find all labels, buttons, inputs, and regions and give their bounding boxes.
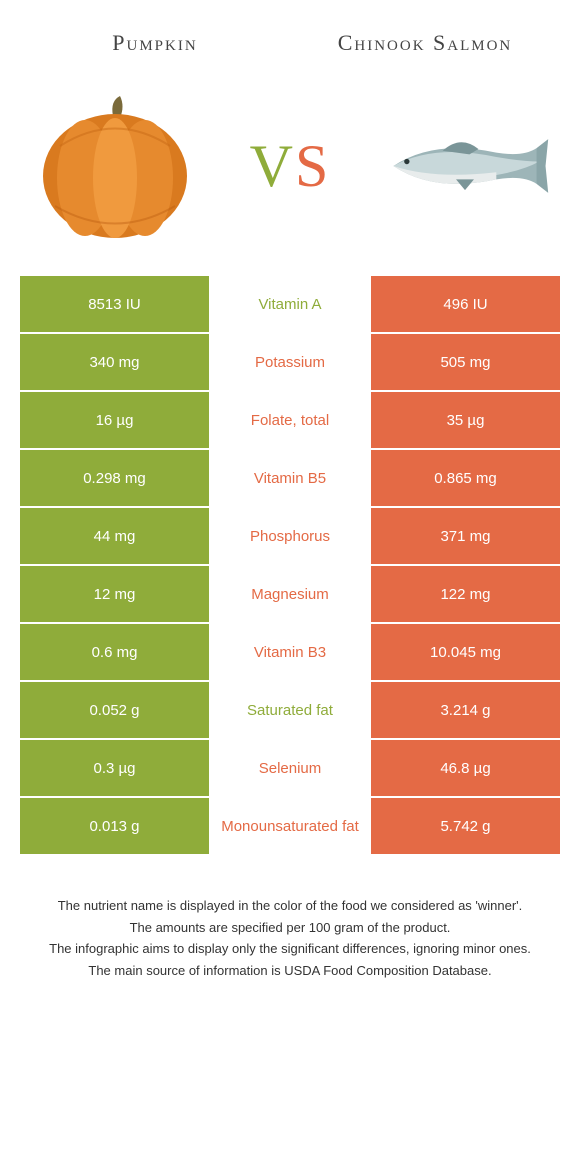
- left-value: 12 mg: [20, 566, 209, 622]
- right-value: 5.742 g: [371, 798, 560, 854]
- nutrient-label: Saturated fat: [209, 682, 371, 738]
- left-value: 0.298 mg: [20, 450, 209, 506]
- right-value: 10.045 mg: [371, 624, 560, 680]
- nutrient-label: Potassium: [209, 334, 371, 390]
- nutrient-row: 16 µgFolate, total35 µg: [20, 392, 560, 448]
- nutrient-row: 0.013 gMonounsaturated fat5.742 g: [20, 798, 560, 854]
- nutrient-label: Monounsaturated fat: [209, 798, 371, 854]
- salmon-image: [380, 86, 550, 246]
- right-value: 0.865 mg: [371, 450, 560, 506]
- right-value: 122 mg: [371, 566, 560, 622]
- nutrient-row: 0.6 mgVitamin B310.045 mg: [20, 624, 560, 680]
- nutrient-label: Vitamin B3: [209, 624, 371, 680]
- footnote-line: The infographic aims to display only the…: [30, 939, 550, 959]
- right-value: 505 mg: [371, 334, 560, 390]
- left-value: 44 mg: [20, 508, 209, 564]
- left-value: 0.052 g: [20, 682, 209, 738]
- image-row: VS: [0, 76, 580, 276]
- right-value: 3.214 g: [371, 682, 560, 738]
- pumpkin-image: [30, 86, 200, 246]
- left-value: 0.3 µg: [20, 740, 209, 796]
- right-value: 35 µg: [371, 392, 560, 448]
- footnote-line: The amounts are specified per 100 gram o…: [30, 918, 550, 938]
- nutrient-label: Vitamin B5: [209, 450, 371, 506]
- footnote-line: The nutrient name is displayed in the co…: [30, 896, 550, 916]
- vs-label: VS: [250, 132, 331, 201]
- footnote-line: The main source of information is USDA F…: [30, 961, 550, 981]
- nutrient-row: 340 mgPotassium505 mg: [20, 334, 560, 390]
- right-food-title: Chinook Salmon: [304, 30, 547, 56]
- nutrient-row: 44 mgPhosphorus371 mg: [20, 508, 560, 564]
- header-row: Pumpkin Chinook Salmon: [0, 0, 580, 76]
- nutrient-label: Selenium: [209, 740, 371, 796]
- vs-letter-v: V: [250, 133, 295, 199]
- nutrient-row: 0.298 mgVitamin B50.865 mg: [20, 450, 560, 506]
- nutrient-table: 8513 IUVitamin A496 IU340 mgPotassium505…: [0, 276, 580, 854]
- left-value: 0.6 mg: [20, 624, 209, 680]
- footnotes: The nutrient name is displayed in the co…: [0, 856, 580, 1002]
- left-value: 0.013 g: [20, 798, 209, 854]
- right-value: 496 IU: [371, 276, 560, 332]
- nutrient-row: 0.052 gSaturated fat3.214 g: [20, 682, 560, 738]
- nutrient-label: Magnesium: [209, 566, 371, 622]
- right-value: 371 mg: [371, 508, 560, 564]
- nutrient-label: Folate, total: [209, 392, 371, 448]
- left-value: 16 µg: [20, 392, 209, 448]
- nutrient-label: Vitamin A: [209, 276, 371, 332]
- nutrient-row: 8513 IUVitamin A496 IU: [20, 276, 560, 332]
- nutrient-label: Phosphorus: [209, 508, 371, 564]
- right-value: 46.8 µg: [371, 740, 560, 796]
- nutrient-row: 0.3 µgSelenium46.8 µg: [20, 740, 560, 796]
- nutrient-row: 12 mgMagnesium122 mg: [20, 566, 560, 622]
- left-value: 8513 IU: [20, 276, 209, 332]
- left-value: 340 mg: [20, 334, 209, 390]
- left-food-title: Pumpkin: [34, 30, 277, 56]
- vs-letter-s: S: [295, 133, 330, 199]
